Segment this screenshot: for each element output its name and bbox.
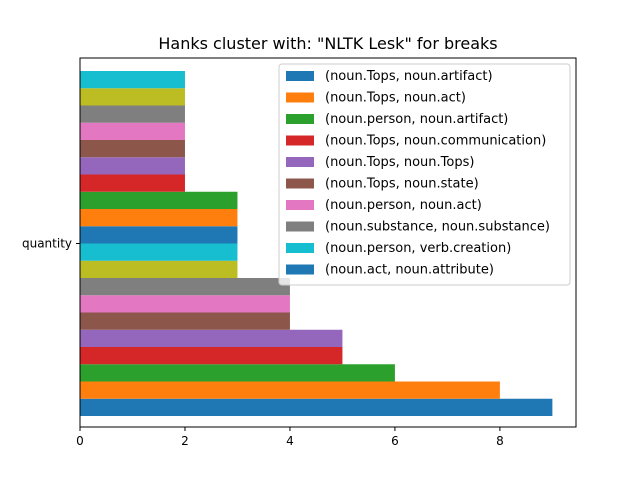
plot-frame [79,57,577,428]
legend-label-2: (noun.person, noun.artifact) [325,112,508,127]
bar-3 [80,347,343,365]
x-tick-label-3: 6 [391,434,399,448]
bar-1 [80,381,500,399]
x-tick-label-1: 2 [181,434,189,448]
legend-swatch-7 [286,221,314,232]
bar-6 [80,295,290,313]
legend-label-9: (noun.act, noun.attribute) [325,263,494,278]
legend-swatch-2 [286,114,314,124]
bar-16 [80,122,185,140]
bar-7 [80,278,290,296]
legend-swatch-9 [286,264,314,275]
legend-swatch-4 [286,157,314,167]
bar-10 [80,226,238,244]
legend: (noun.Tops, noun.artifact) (noun.Tops, no… [278,63,571,286]
bar-12 [80,191,238,209]
legend-label-4: (noun.Tops, noun.Tops) [325,155,474,170]
legend-label-3: (noun.Tops, noun.communication) [325,134,546,149]
bar-11 [80,209,238,227]
bar-17 [80,105,185,123]
axes-group: 0 2 4 6 8 quantity [22,57,577,448]
legend-label-7: (noun.substance, noun.substance) [325,220,550,235]
bar-18 [80,88,185,106]
bar-2 [80,364,395,382]
legend-swatch-5 [286,178,314,189]
y-tick-label-0: quantity [22,237,72,251]
x-tick-label-4: 8 [496,434,504,448]
legend-label-8: (noun.person, verb.creation) [325,241,511,256]
x-tick-label-0: 0 [76,434,84,448]
bar-8 [80,260,238,278]
legend-swatch-8 [286,243,314,253]
bars-group [80,71,553,416]
legend-label-1: (noun.Tops, noun.act) [325,91,466,106]
legend-swatch-6 [286,200,314,210]
legend-swatch-0 [286,71,314,81]
chart-title: Hanks cluster with: "NLTK Lesk" for brea… [158,34,497,53]
legend-swatch-1 [286,92,314,103]
bar-5 [80,312,290,330]
bar-14 [80,157,185,175]
bar-4 [80,329,343,347]
bar-13 [80,174,185,192]
bar-19 [80,71,185,89]
legend-frame [278,63,571,286]
legend-label-5: (noun.Tops, noun.state) [325,177,479,192]
legend-swatch-3 [286,135,314,146]
bar-9 [80,243,238,261]
legend-label-0: (noun.Tops, noun.artifact) [325,69,493,84]
bar-15 [80,140,185,158]
legend-label-6: (noun.person, noun.act) [325,198,482,213]
bar-0 [80,398,553,416]
x-tick-label-2: 4 [286,434,294,448]
